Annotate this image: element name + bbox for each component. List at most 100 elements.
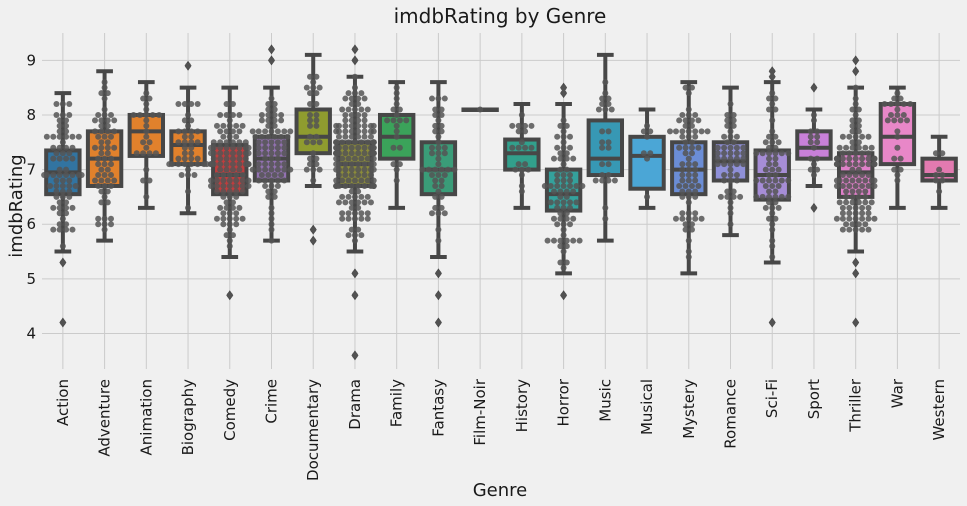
swarm-point xyxy=(846,204,853,211)
swarm-point xyxy=(846,172,853,179)
swarm-point xyxy=(226,243,233,250)
swarm-point xyxy=(210,155,217,162)
swarm-point xyxy=(313,133,320,140)
swarm-point xyxy=(393,128,400,135)
y-tick-label: 4 xyxy=(26,324,36,342)
swarm-point xyxy=(894,128,901,135)
swarm-point xyxy=(220,215,227,222)
swarm-point xyxy=(104,128,111,135)
swarm-point xyxy=(441,150,448,157)
swarm-point xyxy=(98,199,105,206)
swarm-point xyxy=(50,155,57,162)
swarm-point xyxy=(907,101,914,108)
swarm-point xyxy=(509,144,516,151)
chart-title: imdbRating by Genre xyxy=(394,4,607,28)
swarm-point xyxy=(185,188,192,195)
swarm-point xyxy=(393,101,400,108)
swarm-point xyxy=(859,182,866,189)
swarm-point xyxy=(226,215,233,222)
swarm-point xyxy=(361,95,368,102)
swarm-point xyxy=(727,204,734,211)
x-tick-label: Sci-Fi xyxy=(763,379,781,418)
swarm-point xyxy=(223,161,230,168)
swarm-point xyxy=(560,117,567,124)
swarm-point xyxy=(695,117,702,124)
swarm-point xyxy=(855,193,862,200)
swarm-point xyxy=(785,150,792,157)
swarm-point xyxy=(271,101,278,108)
swarm-point xyxy=(563,188,570,195)
swarm-point xyxy=(682,144,689,151)
swarm-point xyxy=(59,182,66,189)
swarm-point xyxy=(759,177,766,184)
swarm-point xyxy=(435,172,442,179)
swarm-point xyxy=(766,199,773,206)
swarm-point xyxy=(63,128,70,135)
swarm-point xyxy=(676,144,683,151)
swarm-point xyxy=(335,122,342,129)
swarm-point xyxy=(95,172,102,179)
swarm-point xyxy=(685,155,692,162)
swarm-point xyxy=(859,172,866,179)
swarm-point xyxy=(862,177,869,184)
swarm-point xyxy=(66,177,73,184)
swarm-point xyxy=(236,166,243,173)
swarm-point xyxy=(810,84,817,91)
swarm-point xyxy=(644,122,651,129)
swarm-point xyxy=(435,210,442,217)
swarm-point xyxy=(213,177,220,184)
swarm-point xyxy=(839,182,846,189)
swarm-point xyxy=(367,172,374,179)
swarm-point xyxy=(95,182,102,189)
swarm-point xyxy=(647,128,654,135)
swarm-point xyxy=(233,122,240,129)
swarm-point xyxy=(605,128,612,135)
swarm-point xyxy=(871,155,878,162)
swarm-point xyxy=(104,177,111,184)
swarm-point xyxy=(342,161,349,168)
swarm-point xyxy=(268,128,275,135)
swarm-point xyxy=(107,221,114,228)
swarm-point xyxy=(226,221,233,228)
swarm-point xyxy=(72,182,79,189)
swarm-point xyxy=(307,155,314,162)
swarm-point xyxy=(769,237,776,244)
swarm-point xyxy=(233,182,240,189)
swarm-point xyxy=(762,139,769,146)
swarm-point xyxy=(769,243,776,250)
swarm-point xyxy=(852,155,859,162)
swarm-point xyxy=(98,150,105,157)
swarm-point xyxy=(358,139,365,146)
swarm-point xyxy=(685,106,692,113)
swarm-point xyxy=(740,161,747,168)
swarm-point xyxy=(358,155,365,162)
swarm-point xyxy=(807,139,814,146)
swarm-point xyxy=(560,199,567,206)
swarm-point xyxy=(333,177,340,184)
swarm-point xyxy=(810,172,817,179)
swarm-point xyxy=(233,221,240,228)
swarm-point xyxy=(342,166,349,173)
swarm-point xyxy=(281,161,288,168)
swarm-point xyxy=(355,204,362,211)
swarm-point xyxy=(364,139,371,146)
swarm-point xyxy=(769,68,776,75)
swarm-point xyxy=(370,161,377,168)
swarm-point xyxy=(814,128,821,135)
swarm-point xyxy=(274,166,281,173)
swarm-point xyxy=(769,226,776,233)
swarm-point xyxy=(101,172,108,179)
swarm-point xyxy=(342,172,349,179)
swarm-point xyxy=(679,193,686,200)
swarm-point xyxy=(268,139,275,146)
swarm-point xyxy=(721,144,728,151)
swarm-point xyxy=(849,122,856,129)
swarm-point xyxy=(271,122,278,129)
swarm-point xyxy=(772,215,779,222)
swarm-point xyxy=(361,182,368,189)
swarm-point xyxy=(852,210,859,217)
swarm-point xyxy=(181,150,188,157)
swarm-point xyxy=(313,90,320,97)
swarm-point xyxy=(226,193,233,200)
swarm-point xyxy=(233,172,240,179)
